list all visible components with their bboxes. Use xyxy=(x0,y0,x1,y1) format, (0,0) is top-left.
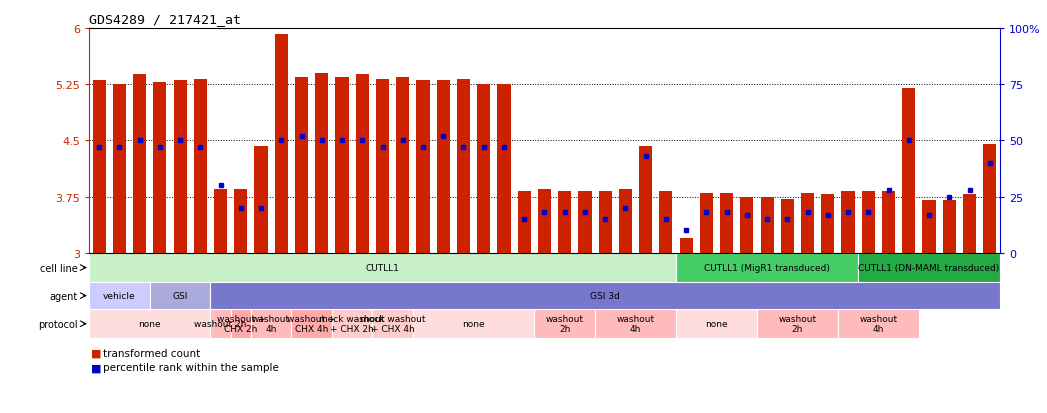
Text: GSI 3d: GSI 3d xyxy=(591,292,620,300)
Bar xyxy=(356,75,369,253)
Bar xyxy=(821,195,834,253)
Bar xyxy=(740,197,754,253)
Bar xyxy=(760,197,774,253)
Bar xyxy=(174,81,186,253)
Bar xyxy=(89,309,210,339)
Bar xyxy=(210,309,230,339)
Text: none: none xyxy=(463,319,485,328)
Bar xyxy=(335,78,349,253)
Bar xyxy=(903,89,915,253)
Bar xyxy=(595,309,676,339)
Bar xyxy=(517,192,531,253)
Bar xyxy=(153,83,166,253)
Bar xyxy=(210,282,1000,309)
Text: GSI: GSI xyxy=(173,292,187,300)
Bar xyxy=(315,74,329,253)
Bar xyxy=(538,190,551,253)
Text: washout
2h: washout 2h xyxy=(545,315,584,333)
Text: mock washout
+ CHX 2h: mock washout + CHX 2h xyxy=(319,315,385,333)
Text: CUTLL1: CUTLL1 xyxy=(365,263,400,272)
Text: washout
4h: washout 4h xyxy=(617,315,654,333)
Bar xyxy=(133,75,147,253)
Bar xyxy=(373,309,413,339)
Bar xyxy=(558,192,572,253)
Bar xyxy=(89,253,676,282)
Bar xyxy=(801,193,815,253)
Text: ■: ■ xyxy=(91,363,102,373)
Bar xyxy=(456,80,470,253)
Bar xyxy=(842,192,854,253)
Bar xyxy=(680,238,693,253)
Bar xyxy=(660,192,672,253)
Bar xyxy=(639,146,652,253)
Bar xyxy=(578,192,592,253)
Text: none: none xyxy=(706,319,728,328)
Bar xyxy=(859,253,1000,282)
Bar xyxy=(291,309,332,339)
Bar xyxy=(150,282,210,309)
Bar xyxy=(254,146,268,253)
Bar xyxy=(497,85,511,253)
Bar xyxy=(882,192,895,253)
Bar xyxy=(417,81,429,253)
Text: ■: ■ xyxy=(91,348,102,358)
Bar xyxy=(676,253,859,282)
Text: CUTLL1 (DN-MAML transduced): CUTLL1 (DN-MAML transduced) xyxy=(859,263,1000,272)
Bar xyxy=(942,201,956,253)
Bar xyxy=(757,309,838,339)
Bar xyxy=(113,85,126,253)
Bar xyxy=(194,80,207,253)
Bar xyxy=(274,35,288,253)
Bar xyxy=(599,192,611,253)
Bar xyxy=(230,309,251,339)
Bar xyxy=(89,282,150,309)
Bar xyxy=(92,81,106,253)
Bar xyxy=(396,78,409,253)
Text: washout 2h: washout 2h xyxy=(195,319,247,328)
Text: washout +
CHX 2h: washout + CHX 2h xyxy=(217,315,265,333)
Bar xyxy=(619,190,632,253)
Bar xyxy=(413,309,534,339)
Text: CUTLL1 (MigR1 transduced): CUTLL1 (MigR1 transduced) xyxy=(705,263,830,272)
Text: cell line: cell line xyxy=(41,263,79,273)
Text: washout
2h: washout 2h xyxy=(778,315,817,333)
Bar xyxy=(838,309,919,339)
Bar xyxy=(963,195,976,253)
Bar xyxy=(534,309,595,339)
Text: vehicle: vehicle xyxy=(103,292,136,300)
Bar xyxy=(295,78,308,253)
Bar xyxy=(862,192,875,253)
Bar xyxy=(699,193,713,253)
Bar xyxy=(477,85,490,253)
Text: washout
4h: washout 4h xyxy=(860,315,897,333)
Bar xyxy=(720,193,733,253)
Bar xyxy=(251,309,291,339)
Text: washout +
CHX 4h: washout + CHX 4h xyxy=(288,315,336,333)
Bar xyxy=(332,309,373,339)
Text: mock washout
+ CHX 4h: mock washout + CHX 4h xyxy=(360,315,425,333)
Text: transformed count: transformed count xyxy=(103,348,200,358)
Text: none: none xyxy=(138,319,161,328)
Bar xyxy=(983,145,997,253)
Bar xyxy=(922,201,936,253)
Bar xyxy=(376,80,389,253)
Bar xyxy=(437,81,450,253)
Bar xyxy=(214,190,227,253)
Text: protocol: protocol xyxy=(39,319,79,329)
Bar xyxy=(676,309,757,339)
Bar xyxy=(235,190,247,253)
Text: percentile rank within the sample: percentile rank within the sample xyxy=(103,363,279,373)
Bar xyxy=(781,199,794,253)
Text: washout
4h: washout 4h xyxy=(252,315,290,333)
Text: agent: agent xyxy=(50,291,79,301)
Text: GDS4289 / 217421_at: GDS4289 / 217421_at xyxy=(89,13,241,26)
